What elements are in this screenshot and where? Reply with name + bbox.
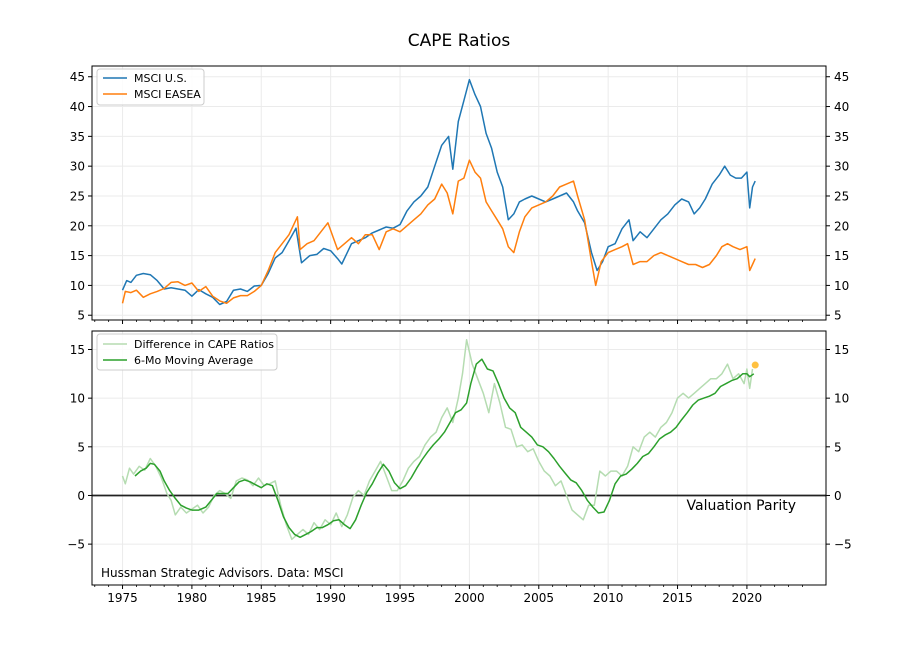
y-tick-label-right: 30: [834, 160, 849, 174]
y-tick-label-right: 10: [834, 392, 849, 406]
y-tick-label-right: 45: [834, 70, 849, 84]
legend-label-difference: Difference in CAPE Ratios: [134, 338, 274, 351]
y-tick-label-left: 15: [70, 249, 85, 263]
chart-title: CAPE Ratios: [408, 31, 511, 51]
source-credit: Hussman Strategic Advisors. Data: MSCI: [101, 566, 344, 580]
x-tick-label: 1975: [107, 591, 138, 605]
top-plot-frame: [91, 65, 827, 321]
legend-label-msci-easea: MSCI EASEA: [134, 88, 201, 101]
x-tick-label: 1985: [246, 591, 277, 605]
series-line-msci-easea: [121, 159, 756, 305]
y-tick-label-right: 25: [834, 189, 849, 203]
x-tick-label: 1980: [177, 591, 208, 605]
x-tick-label: 1995: [385, 591, 416, 605]
legend-label-msci-us: MSCI U.S.: [134, 72, 187, 85]
latest-value-marker: [751, 361, 759, 369]
x-tick-label: 2000: [454, 591, 485, 605]
top-panel-cape-ratios: 5 5 10 10 15 15 20 20 25 25 30 30 35 35 40 40 45 45 MSCI …: [70, 65, 849, 324]
y-tick-label-right: 35: [834, 130, 849, 144]
y-tick-label-left: 25: [70, 189, 85, 203]
valuation-parity-annotation: Valuation Parity: [687, 498, 797, 514]
y-tick-label-left: 45: [70, 70, 85, 84]
y-tick-label-left: 35: [70, 130, 85, 144]
bottom-legend-box: [96, 333, 278, 371]
y-tick-label-right: 5: [834, 440, 842, 454]
y-tick-label-right: 40: [834, 100, 849, 114]
y-tick-label-left: 5: [77, 309, 85, 323]
top-series-group: [121, 78, 756, 306]
y-tick-label-right: 20: [834, 219, 849, 233]
x-tick-label: 2015: [662, 591, 693, 605]
bottom-plot-frame: [91, 330, 827, 586]
series-line-6-mo-moving-average: [134, 358, 755, 539]
top-legend: MSCI U.S. MSCI EASEA: [96, 68, 205, 106]
y-tick-label-left: 30: [70, 160, 85, 174]
y-tick-label-left: −5: [67, 538, 85, 552]
y-tick-label-right: 15: [834, 343, 849, 357]
y-tick-label-right: 15: [834, 249, 849, 263]
y-tick-label-left: 15: [70, 343, 85, 357]
bottom-panel-difference: 1975 1980 1985 1990 1995 2000 2005 2010 2015 2020…: [67, 330, 852, 605]
top-grid: [92, 66, 826, 320]
y-tick-label-right: 0: [834, 489, 842, 503]
y-tick-label-left: 40: [70, 100, 85, 114]
bottom-series-group: [92, 339, 826, 541]
x-tick-label: 1990: [315, 591, 346, 605]
y-tick-label-right: −5: [834, 538, 852, 552]
y-tick-label-left: 10: [70, 392, 85, 406]
series-line-msci-u-s: [121, 78, 756, 306]
bottom-legend: Difference in CAPE Ratios 6-Mo Moving Av…: [96, 333, 278, 371]
x-tick-label: 2005: [524, 591, 555, 605]
bottom-axis-ticks: 1975 1980 1985 1990 1995 2000 2005 2010 2015 2020…: [67, 343, 851, 605]
legend-label-moving-average: 6-Mo Moving Average: [134, 354, 253, 367]
y-tick-label-right: 5: [834, 309, 842, 323]
x-tick-label: 2020: [732, 591, 763, 605]
top-axis-ticks: 5 5 10 10 15 15 20 20 25 25 30 30 35 35 40 40 45 45: [70, 70, 849, 324]
y-tick-label-left: 20: [70, 219, 85, 233]
x-tick-label: 2010: [593, 591, 624, 605]
y-tick-label-left: 10: [70, 279, 85, 293]
y-tick-label-left: 5: [77, 440, 85, 454]
series-line-difference-in-cape-ratios: [121, 339, 754, 541]
y-tick-label-left: 0: [77, 489, 85, 503]
y-tick-label-right: 10: [834, 279, 849, 293]
